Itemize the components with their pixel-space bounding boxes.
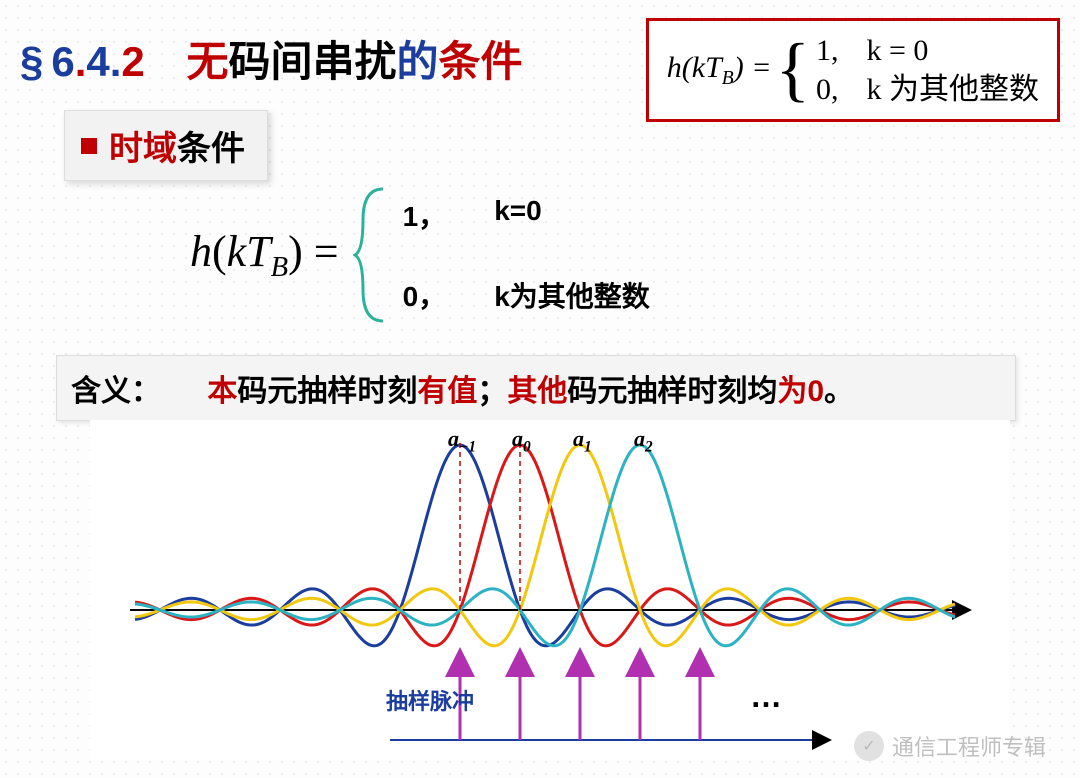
mf-c1v: 1， [403, 195, 447, 235]
m-p1: 本 [207, 375, 237, 408]
tf-c1v: 1, [816, 31, 839, 70]
section-title: 无码间串扰的条件 [186, 38, 522, 85]
mf-case2: 0， k为其他整数 [403, 275, 650, 315]
m-p4: ； [477, 375, 507, 408]
sampling-label: 抽样脉冲 [386, 684, 474, 716]
top-formula-lhs: h(kTB) = [667, 51, 772, 90]
mf-close: ) [288, 227, 303, 276]
sinc-peak-label: a−1 [448, 426, 476, 456]
mf-c2c: k为其他整数 [494, 275, 650, 315]
mf-c2v: 0， [403, 275, 447, 315]
section-n1: 6 [51, 38, 74, 85]
sinc-peak-label: a1 [573, 426, 592, 456]
tf-c2v: 0, [816, 70, 839, 109]
watermark-text: 通信工程师专辑 [892, 730, 1046, 762]
m-p8: 。 [824, 375, 854, 408]
tf-lhs-sub: B [722, 68, 734, 89]
main-formula-cases: 1， k=0 0， k为其他整数 [403, 195, 650, 315]
subheader-box: 时域条件 [64, 110, 268, 181]
meaning-label: 含义： [71, 375, 161, 408]
m-p2: 码元抽样时刻 [237, 375, 417, 408]
m-p6: 码元抽样时刻均 [567, 375, 777, 408]
tf-case2: 0, k 为其他整数 [816, 70, 1039, 109]
mf-lhs: h(kTB) = [190, 226, 339, 284]
meaning-row: 含义： 本码元抽样时刻有值；其他码元抽样时刻均为0。 [56, 355, 1016, 421]
mf-sub: B [271, 252, 288, 283]
sinc-peak-label: a0 [512, 426, 531, 456]
square-bullet-icon [81, 138, 97, 154]
sub-red: 时域 [109, 130, 177, 168]
chart-svg [90, 420, 1010, 760]
tf-c2c: k 为其他整数 [867, 70, 1040, 109]
sinc-chart: a−1 a0 a1 a2 抽样脉冲 … [90, 420, 1010, 760]
m-p5: 其他 [507, 375, 567, 408]
watermark-icon: ✓ [854, 731, 884, 761]
top-formula-box: h(kTB) = { 1, k = 0 0, k 为其他整数 [646, 18, 1060, 122]
mf-T: T [246, 227, 270, 276]
tf-c1c: k = 0 [867, 31, 929, 70]
mf-c1c: k=0 [494, 195, 542, 235]
title-p2: 码间串扰 [228, 38, 396, 85]
mf-case1: 1， k=0 [403, 195, 650, 235]
main-brace-icon [353, 185, 389, 325]
mf-k: k [227, 227, 247, 276]
section-d2: . [110, 38, 122, 85]
tf-lhs-b: ) = [734, 51, 772, 84]
section-n2: 4 [86, 38, 109, 85]
subheader-text: 时域条件 [109, 121, 245, 170]
sub-black: 条件 [177, 130, 245, 168]
brace-icon: { [775, 41, 810, 99]
mf-h: h [190, 227, 212, 276]
tf-case1: 1, k = 0 [816, 31, 1039, 70]
dots-label: … [750, 678, 782, 715]
top-formula-cases: 1, k = 0 0, k 为其他整数 [816, 31, 1039, 109]
watermark: ✓ 通信工程师专辑 [854, 730, 1046, 762]
section-symbol: § [20, 38, 43, 85]
tf-lhs-a: h(kT [667, 51, 722, 84]
title-p3: 的 [396, 38, 438, 85]
section-n3: 2 [121, 38, 144, 85]
m-p3: 有值 [417, 375, 477, 408]
section-d1: . [75, 38, 87, 85]
mf-open: ( [212, 227, 227, 276]
title-p4: 条件 [439, 38, 523, 85]
title-p1: 无 [186, 38, 228, 85]
m-p7: 为0 [777, 375, 824, 408]
mf-eq: = [303, 227, 339, 276]
main-formula: h(kTB) = 1， k=0 0， k为其他整数 [190, 185, 650, 325]
sinc-peak-label: a2 [634, 426, 653, 456]
section-header: §6.4.2 无码间串扰的条件 [20, 28, 523, 89]
